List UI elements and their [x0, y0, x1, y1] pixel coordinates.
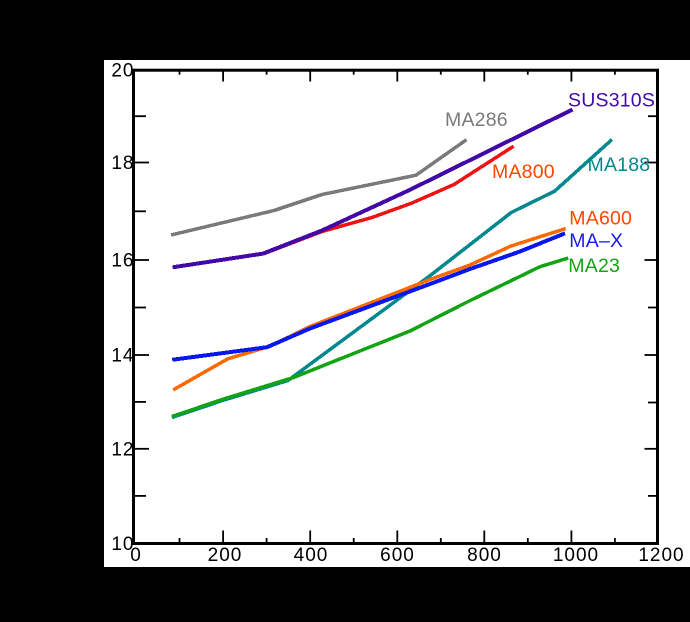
svg-text:MA800: MA800: [492, 161, 555, 183]
svg-text:14: 14: [111, 346, 134, 367]
svg-text:12: 12: [111, 439, 134, 460]
svg-text:600: 600: [380, 545, 415, 566]
svg-text:10: 10: [111, 534, 134, 555]
svg-text:MA–X: MA–X: [569, 230, 623, 252]
svg-text:20: 20: [111, 61, 134, 82]
svg-text:0: 0: [130, 545, 142, 566]
svg-text:MA188: MA188: [588, 154, 651, 176]
svg-text:MA286: MA286: [445, 109, 508, 131]
svg-text:800: 800: [467, 545, 502, 566]
svg-text:400: 400: [294, 545, 329, 566]
svg-text:18: 18: [111, 153, 134, 174]
svg-text:16: 16: [111, 251, 134, 272]
svg-text:MA600: MA600: [569, 207, 632, 229]
svg-text:1200: 1200: [638, 545, 684, 566]
svg-text:1000: 1000: [553, 545, 599, 566]
svg-text:SUS310S: SUS310S: [568, 90, 655, 112]
svg-text:200: 200: [208, 545, 243, 566]
svg-text:MA23: MA23: [568, 255, 620, 277]
